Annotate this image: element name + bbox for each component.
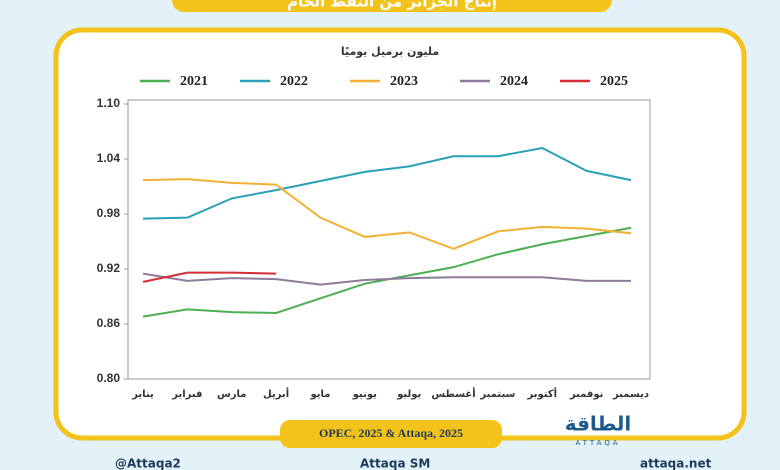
title-tab: [172, 0, 612, 12]
y-tick-label: 0.98: [97, 206, 121, 220]
series-line: [142, 178, 632, 250]
x-tick-label: أغسطس: [431, 387, 475, 400]
source-tab: [280, 420, 502, 448]
x-tick-label: سبتمبر: [479, 389, 515, 400]
x-tick-label: فبراير: [171, 389, 202, 400]
logo-sub: ATTAQA: [575, 439, 620, 447]
x-tick-label: يوليو: [396, 389, 421, 400]
x-tick-label: ديسمبر: [612, 389, 649, 400]
x-tick-label: مارس: [217, 389, 247, 400]
chart-title: إنتاج الجزائر من النفط الخام: [287, 0, 497, 11]
x-tick-label: أكتوبر: [526, 387, 557, 400]
legend-label: 2025: [600, 74, 628, 89]
logo: الطاقة: [565, 412, 632, 436]
series-line: [142, 272, 631, 286]
y-tick-label: 1.10: [97, 96, 121, 110]
x-tick-label: مايو: [309, 389, 330, 400]
legend-label: 2022: [280, 74, 308, 89]
y-tick-label: 1.04: [97, 151, 121, 165]
legend-label: 2021: [180, 74, 208, 89]
x-tick-label: نوفمبر: [569, 389, 604, 400]
series-line: [142, 271, 277, 283]
x-tick-label: يناير: [131, 389, 154, 400]
y-tick-label: 0.80: [97, 371, 121, 385]
source: OPEC, 2025 & Attaqa, 2025: [319, 426, 463, 440]
series-line: [142, 146, 632, 220]
footer-text: Attaqa SM: [360, 457, 430, 470]
x-tick-label: يونيو: [352, 389, 377, 400]
plot-frame: [127, 99, 651, 380]
x-tick-label: أبريل: [263, 387, 289, 400]
y-tick-label: 0.92: [97, 261, 121, 275]
footer-text: @Attaqa2: [115, 457, 181, 470]
footer-text: attaqa.net: [640, 457, 712, 470]
legend-label: 2023: [390, 74, 418, 89]
unit-label: مليون برميل يوميًا: [341, 45, 439, 58]
y-tick-label: 0.86: [97, 316, 121, 330]
legend-label: 2024: [500, 74, 528, 89]
